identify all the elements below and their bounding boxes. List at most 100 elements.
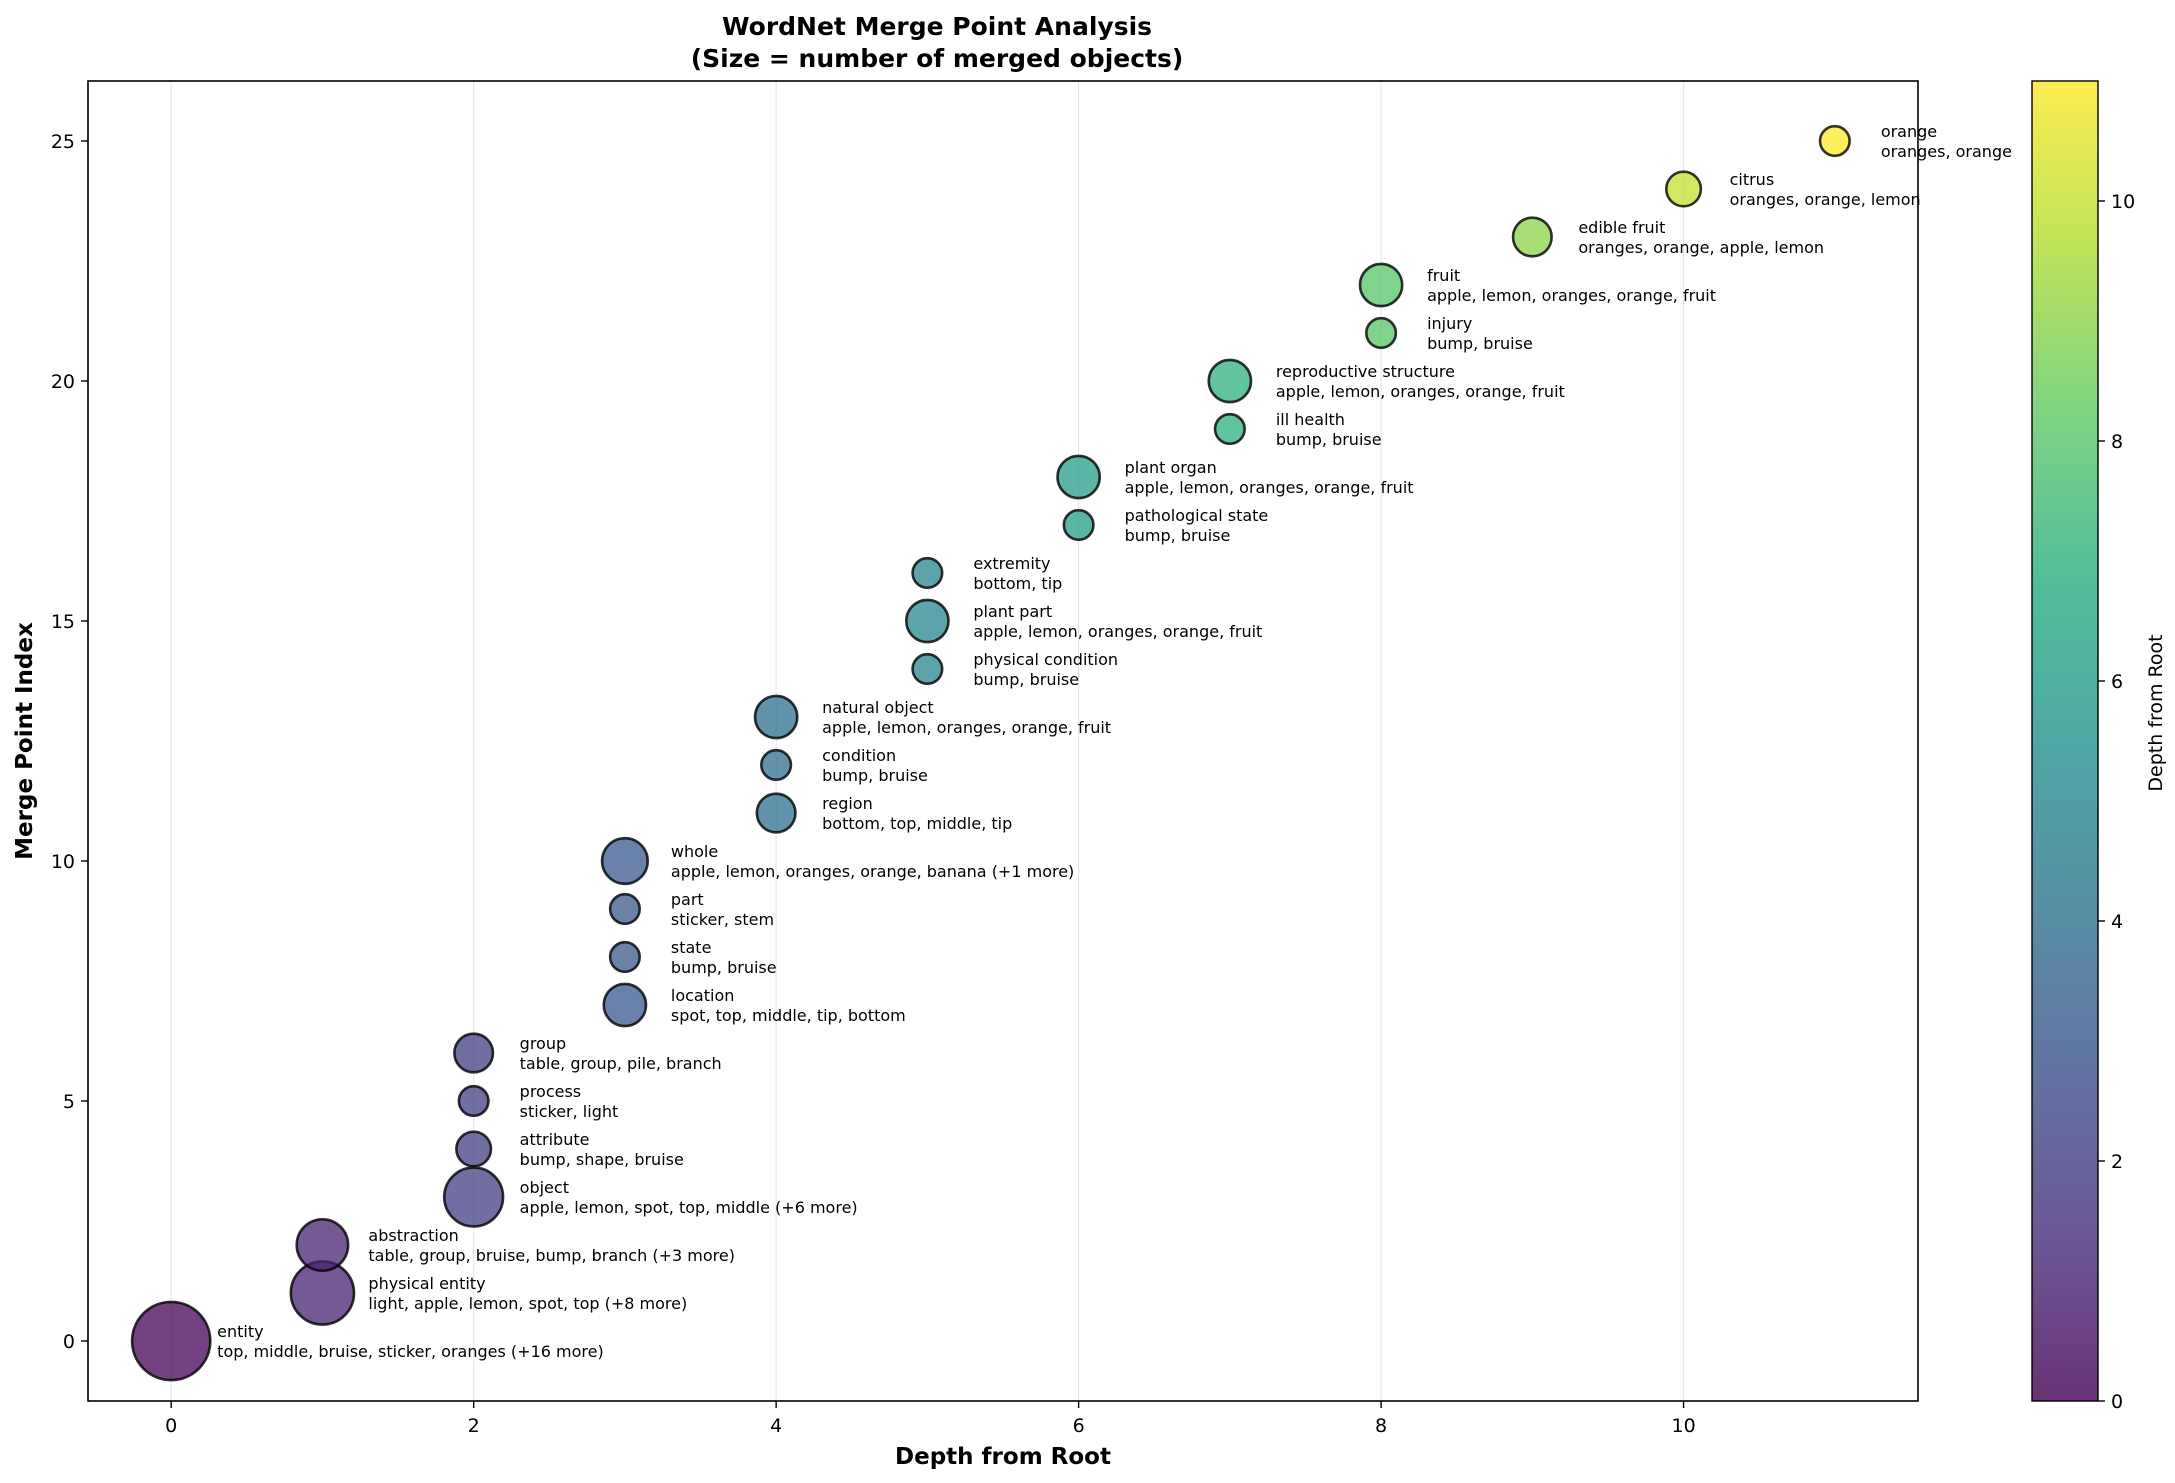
point-objects-label: apple, lemon, oranges, orange, fruit bbox=[973, 622, 1262, 641]
point-objects-label: apple, lemon, oranges, orange, fruit bbox=[1276, 382, 1565, 401]
point-label: physical entity bbox=[368, 1274, 485, 1293]
point-label: extremity bbox=[973, 554, 1050, 573]
data-point bbox=[457, 1084, 490, 1118]
point-objects-label: top, middle, bruise, sticker, oranges (+… bbox=[217, 1342, 604, 1361]
point-label: reproductive structure bbox=[1276, 362, 1455, 381]
point-objects-label: bump, bruise bbox=[671, 958, 777, 977]
point-objects-label: bump, bruise bbox=[822, 766, 928, 785]
data-point bbox=[600, 836, 650, 886]
colorbar-tick-label: 0 bbox=[2111, 1391, 2123, 1413]
colorbar-tick-label: 2 bbox=[2111, 1151, 2123, 1173]
point-objects-label: bump, bruise bbox=[1427, 334, 1533, 353]
point-label: part bbox=[671, 890, 704, 909]
colorbar-frame bbox=[2031, 80, 2099, 1402]
point-objects-label: table, group, pile, branch bbox=[520, 1054, 722, 1073]
point-label: object bbox=[520, 1178, 569, 1197]
point-label: citrus bbox=[1730, 170, 1775, 189]
x-axis-ticks: 0 2 4 6 8 10 bbox=[165, 1401, 1696, 1437]
point-label: entity bbox=[217, 1322, 263, 1341]
data-point bbox=[1062, 508, 1095, 542]
colorbar-tick-label: 8 bbox=[2111, 431, 2123, 453]
data-point bbox=[911, 652, 944, 686]
data-point bbox=[1056, 454, 1102, 500]
data-point bbox=[904, 598, 950, 644]
point-objects-label: bump, shape, bruise bbox=[520, 1150, 684, 1169]
point-label: whole bbox=[671, 842, 718, 861]
point-objects-label: bump, bruise bbox=[973, 670, 1079, 689]
colorbar-label: Depth from Root bbox=[2145, 634, 2167, 791]
data-point bbox=[453, 1032, 495, 1074]
point-objects-label: bottom, tip bbox=[973, 574, 1062, 593]
y-tick-label: 20 bbox=[51, 371, 75, 393]
point-objects-label: apple, lemon, oranges, orange, fruit bbox=[822, 718, 1111, 737]
point-objects-label: apple, lemon, oranges, orange, banana (+… bbox=[671, 862, 1074, 881]
point-label: condition bbox=[822, 746, 896, 765]
point-label: region bbox=[822, 794, 873, 813]
x-tick-label: 2 bbox=[468, 1415, 480, 1437]
point-objects-label: apple, lemon, spot, top, middle (+6 more… bbox=[520, 1198, 858, 1217]
point-label: location bbox=[671, 986, 734, 1005]
point-label: plant part bbox=[973, 602, 1052, 621]
point-objects-label: bump, bruise bbox=[1125, 526, 1231, 545]
x-tick-label: 4 bbox=[770, 1415, 782, 1437]
y-tick-label: 15 bbox=[51, 611, 75, 633]
data-point bbox=[1511, 216, 1553, 258]
chart-subtitle: (Size = number of merged objects) bbox=[691, 44, 1184, 73]
point-label: process bbox=[520, 1082, 581, 1101]
data-point bbox=[602, 982, 648, 1028]
point-objects-label: apple, lemon, oranges, orange, fruit bbox=[1125, 478, 1414, 497]
colorbar-gradient bbox=[2032, 81, 2098, 1401]
y-axis-label: Merge Point Index bbox=[12, 622, 38, 860]
data-point bbox=[455, 1130, 493, 1168]
point-label: state bbox=[671, 938, 712, 957]
point-label: injury bbox=[1427, 314, 1472, 333]
y-tick-label: 10 bbox=[51, 851, 75, 873]
data-point bbox=[760, 748, 793, 782]
x-tick-label: 6 bbox=[1073, 1415, 1085, 1437]
point-label: plant organ bbox=[1125, 458, 1217, 477]
data-point bbox=[911, 556, 944, 590]
point-label: orange bbox=[1881, 122, 1937, 141]
point-label: group bbox=[520, 1034, 566, 1053]
colorbar: 0 2 4 6 8 10 Depth from Root bbox=[2031, 80, 2167, 1413]
data-point bbox=[1207, 358, 1253, 404]
point-label: abstraction bbox=[368, 1226, 458, 1245]
data-point bbox=[295, 1218, 350, 1273]
colorbar-tick-label: 10 bbox=[2111, 191, 2135, 213]
data-point bbox=[755, 792, 797, 834]
point-label: edible fruit bbox=[1578, 218, 1665, 237]
plot-frame bbox=[87, 80, 1919, 1402]
data-point bbox=[442, 1166, 505, 1228]
data-point bbox=[130, 1300, 212, 1382]
point-objects-label: light, apple, lemon, spot, top (+8 more) bbox=[368, 1294, 687, 1313]
colorbar-tick-label: 4 bbox=[2111, 911, 2123, 933]
chart-title: WordNet Merge Point Analysis bbox=[722, 12, 1152, 41]
data-point bbox=[1664, 170, 1703, 208]
y-tick-label: 25 bbox=[51, 131, 75, 153]
point-objects-label: oranges, orange, apple, lemon bbox=[1578, 238, 1824, 257]
point-objects-label: spot, top, middle, tip, bottom bbox=[671, 1006, 906, 1025]
point-objects-label: apple, lemon, oranges, orange, fruit bbox=[1427, 286, 1716, 305]
point-label: pathological state bbox=[1125, 506, 1269, 525]
data-point bbox=[608, 940, 642, 974]
data-point bbox=[1364, 316, 1398, 350]
data-point bbox=[1213, 412, 1246, 446]
point-objects-label: oranges, orange, lemon bbox=[1730, 190, 1921, 209]
point-objects-label: bottom, top, middle, tip bbox=[822, 814, 1012, 833]
y-axis-ticks: 0 5 10 15 20 25 bbox=[51, 131, 88, 1353]
data-points bbox=[130, 124, 1851, 1382]
y-tick-label: 0 bbox=[63, 1331, 75, 1353]
point-objects-label: table, group, bruise, bump, branch (+3 m… bbox=[368, 1246, 735, 1265]
x-axis-label: Depth from Root bbox=[895, 1444, 1111, 1470]
point-objects-label: sticker, stem bbox=[671, 910, 774, 929]
point-objects-label: sticker, light bbox=[520, 1102, 619, 1121]
colorbar-tick-label: 6 bbox=[2111, 671, 2123, 693]
point-label: attribute bbox=[520, 1130, 590, 1149]
point-label: physical condition bbox=[973, 650, 1118, 669]
point-label: fruit bbox=[1427, 266, 1460, 285]
y-tick-label: 5 bbox=[63, 1091, 75, 1113]
data-point bbox=[608, 892, 642, 926]
